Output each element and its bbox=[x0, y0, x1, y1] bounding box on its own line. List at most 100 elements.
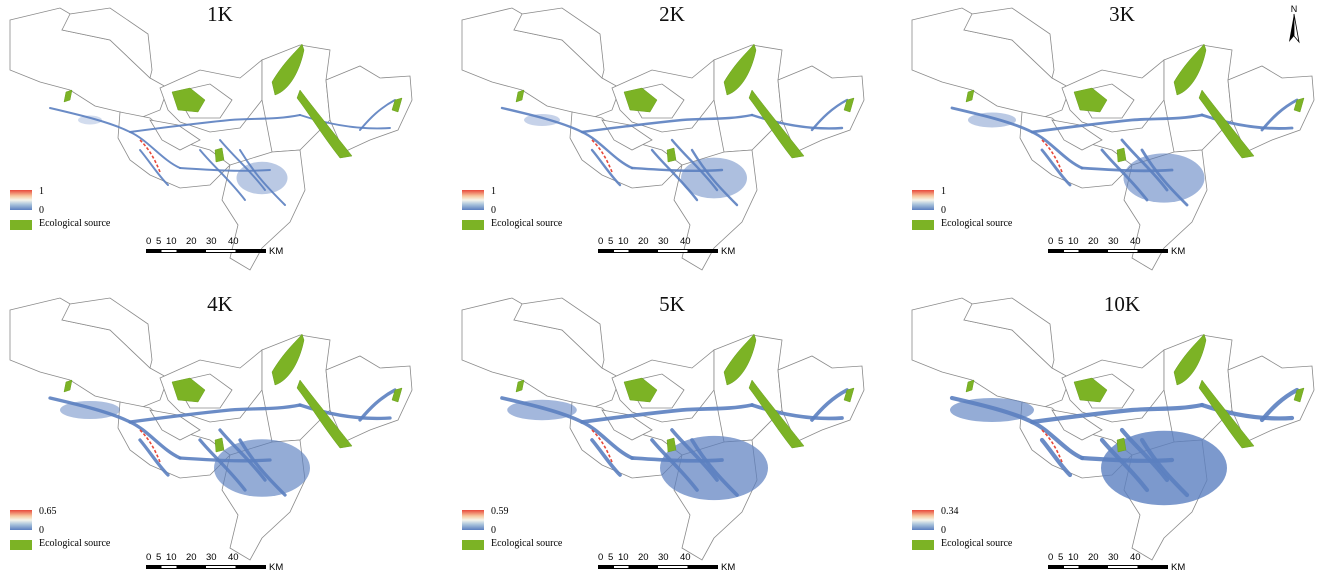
ecological-corridor bbox=[1259, 387, 1300, 423]
ecological-corridor bbox=[298, 403, 392, 421]
ecological-source-patch bbox=[666, 437, 677, 453]
scale-tick: 30 bbox=[658, 552, 669, 563]
ecological-corridor bbox=[128, 403, 302, 424]
scale-tick: 30 bbox=[1108, 552, 1119, 563]
ecological-source-patch bbox=[1173, 43, 1207, 96]
ecological-corridor bbox=[690, 148, 739, 207]
scale-tick: 20 bbox=[186, 236, 197, 247]
scale-tick-labels: 0 5 10 20 30 40 bbox=[146, 236, 346, 248]
scale-tick: 30 bbox=[658, 236, 669, 247]
scale-tick: 0 bbox=[598, 236, 604, 247]
ecological-corridor bbox=[358, 388, 397, 422]
ecological-source-patch bbox=[965, 89, 975, 103]
ecological-source-patch bbox=[723, 333, 757, 386]
scale-tick: 20 bbox=[186, 552, 197, 563]
ecological-corridor bbox=[1080, 166, 1174, 173]
ecological-source-patch bbox=[748, 379, 805, 449]
ecological-corridor bbox=[1260, 98, 1299, 132]
ecological-corridor bbox=[1100, 148, 1149, 202]
scale-bar-graphic bbox=[598, 249, 718, 253]
ecological-source-patch bbox=[1073, 377, 1108, 403]
legend-max-value: 1 bbox=[39, 186, 44, 197]
ecological-source-patch bbox=[171, 377, 206, 403]
legend-source-swatch bbox=[462, 540, 484, 550]
study-area-map bbox=[9, 7, 413, 271]
ecological-source-patch bbox=[271, 43, 305, 96]
ecological-source-patch bbox=[723, 43, 757, 96]
scale-tick-labels: 0 5 10 20 30 40 bbox=[1048, 236, 1248, 248]
legend-source-swatch bbox=[10, 540, 32, 550]
scale-tick: 30 bbox=[206, 552, 217, 563]
ecological-corridor bbox=[1119, 427, 1170, 483]
scale-tick: 20 bbox=[638, 236, 649, 247]
legend-color-ramp bbox=[912, 190, 934, 210]
ecological-source-patch bbox=[843, 97, 855, 113]
ecological-source-patch bbox=[1073, 87, 1108, 113]
scale-tick: 0 bbox=[146, 236, 152, 247]
scale-bar-graphic bbox=[146, 249, 266, 253]
legend-source-label: Ecological source bbox=[39, 218, 111, 229]
scale-tick: 30 bbox=[1108, 236, 1119, 247]
district-boundary bbox=[221, 149, 306, 271]
scale-tick: 10 bbox=[1068, 552, 1079, 563]
study-area-map bbox=[911, 297, 1315, 561]
legend-source-swatch bbox=[912, 540, 934, 550]
panel-title: 1K bbox=[207, 2, 233, 26]
legend-min-value: 0 bbox=[941, 205, 946, 216]
scale-unit: KM bbox=[269, 246, 284, 257]
scale-tick-labels: 0 5 10 20 30 40 bbox=[146, 552, 346, 564]
scale-unit: KM bbox=[1171, 562, 1186, 573]
ecological-corridor bbox=[690, 438, 739, 497]
legend-source-swatch bbox=[10, 220, 32, 230]
scale-tick: 5 bbox=[156, 236, 162, 247]
scale-tick: 20 bbox=[1088, 236, 1099, 247]
ecological-corridor bbox=[670, 138, 719, 192]
scale-unit: KM bbox=[1171, 246, 1186, 257]
study-area-map bbox=[461, 7, 865, 271]
map-panel-4k: 4K 0.65 0 Ecological source 0 5 10 20 30 40 KM bbox=[0, 290, 440, 573]
ecological-corridor bbox=[670, 428, 719, 482]
district-boundary bbox=[777, 355, 865, 443]
legend-max-value: 1 bbox=[491, 186, 496, 197]
legend-color-ramp bbox=[10, 510, 32, 530]
district-boundary bbox=[61, 297, 153, 369]
scale-tick: 10 bbox=[166, 552, 177, 563]
scale-tick: 5 bbox=[608, 552, 614, 563]
scale-tick: 5 bbox=[1058, 552, 1064, 563]
ecological-corridor bbox=[1120, 138, 1169, 192]
ecological-source-patch bbox=[843, 387, 855, 403]
ecological-source-patch bbox=[1173, 333, 1207, 386]
corridor-density-area bbox=[1123, 153, 1205, 203]
ecological-source-patch bbox=[515, 89, 525, 103]
scale-tick: 0 bbox=[1048, 236, 1054, 247]
map-panel-10k: 10K 0.34 0 Ecological source 0 5 10 20 30 40 KM bbox=[902, 290, 1325, 573]
scale-tick: 40 bbox=[228, 552, 239, 563]
ecological-corridor bbox=[1029, 402, 1205, 425]
scale-bar-graphic bbox=[146, 565, 266, 569]
ecological-source-patch bbox=[666, 147, 677, 163]
ecological-corridor bbox=[810, 98, 849, 132]
ecological-corridor bbox=[580, 403, 754, 424]
ecological-source-patch bbox=[63, 89, 73, 103]
corridor-density-area bbox=[524, 114, 560, 126]
ecological-corridor bbox=[1030, 113, 1204, 134]
study-area-map bbox=[461, 297, 865, 561]
ecological-corridor bbox=[1039, 437, 1073, 478]
ecological-source-patch bbox=[623, 87, 658, 113]
ecological-corridor bbox=[178, 456, 272, 463]
legend-max-value: 0.65 bbox=[39, 506, 57, 517]
ecological-corridor bbox=[1040, 148, 1072, 187]
ecological-source-patch bbox=[1198, 89, 1255, 159]
ecological-corridor bbox=[650, 148, 699, 202]
ecological-source-patch bbox=[296, 89, 353, 159]
legend-color-ramp bbox=[10, 190, 32, 210]
scale-unit: KM bbox=[721, 246, 736, 257]
ecological-source-patch bbox=[171, 87, 206, 113]
legend-min-value: 0 bbox=[39, 205, 44, 216]
map-panel-2k: 2K 1 0 Ecological source 0 5 10 20 30 40 KM bbox=[452, 0, 892, 282]
ecological-source-patch bbox=[1293, 97, 1305, 113]
scale-tick: 5 bbox=[156, 552, 162, 563]
district-boundary bbox=[513, 7, 605, 79]
panel-title: 3K bbox=[1109, 2, 1135, 26]
